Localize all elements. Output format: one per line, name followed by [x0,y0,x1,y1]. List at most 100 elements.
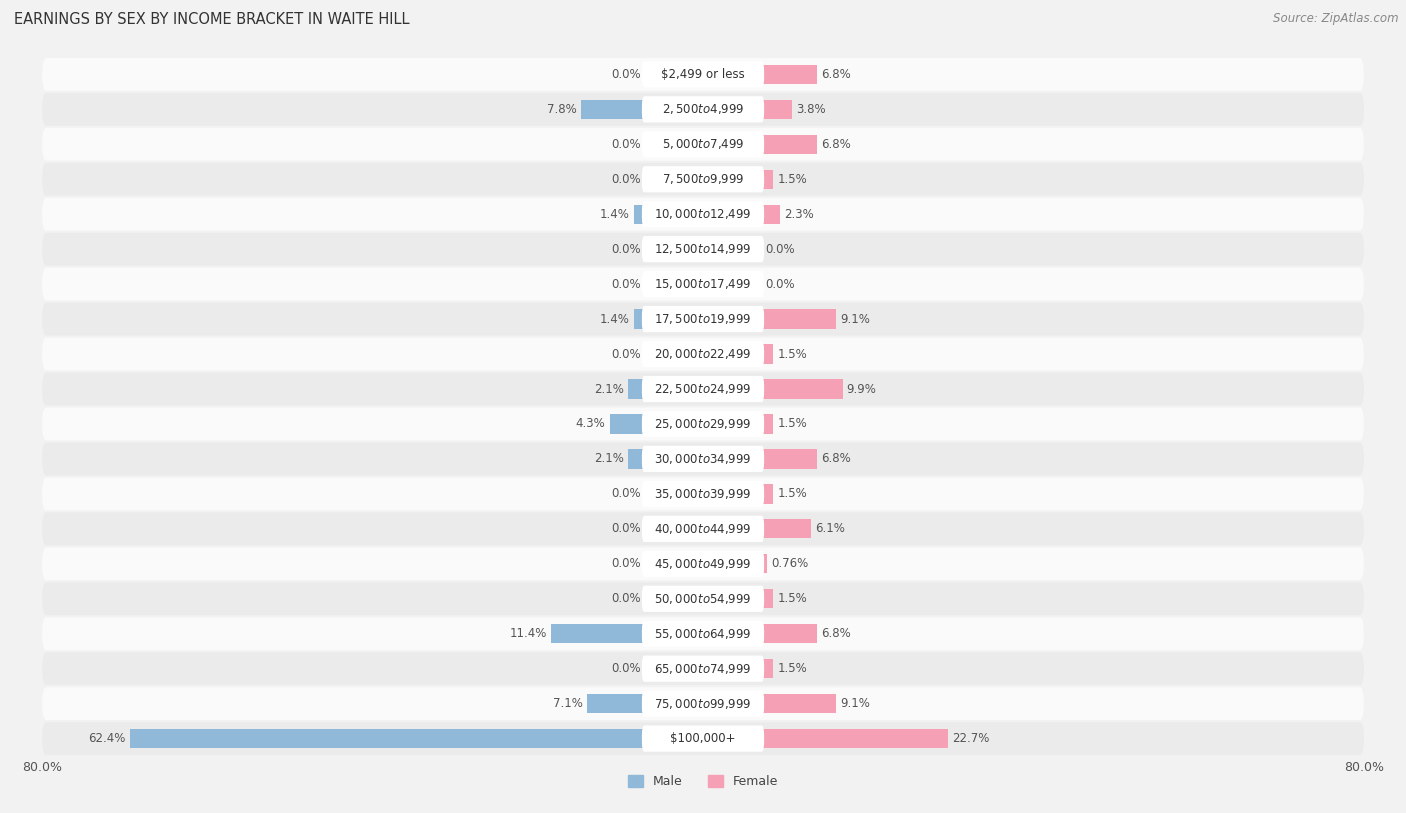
Text: 0.0%: 0.0% [612,558,641,570]
Text: $15,000 to $17,499: $15,000 to $17,499 [654,277,752,291]
FancyBboxPatch shape [42,582,1364,615]
Text: $50,000 to $54,999: $50,000 to $54,999 [654,592,752,606]
Bar [761,450,817,468]
Text: 1.5%: 1.5% [778,173,807,185]
Text: $40,000 to $44,999: $40,000 to $44,999 [654,522,752,536]
Bar [761,380,842,398]
FancyBboxPatch shape [42,302,1364,336]
Bar [761,659,773,678]
Text: $30,000 to $34,999: $30,000 to $34,999 [654,452,752,466]
Text: Source: ZipAtlas.com: Source: ZipAtlas.com [1274,12,1399,25]
Text: 1.5%: 1.5% [778,418,807,430]
Bar [551,624,645,643]
FancyBboxPatch shape [643,376,763,402]
FancyBboxPatch shape [42,547,1364,580]
FancyBboxPatch shape [643,655,763,682]
Text: 4.3%: 4.3% [576,418,606,430]
Text: 0.0%: 0.0% [765,278,794,290]
FancyBboxPatch shape [643,480,763,507]
Text: $20,000 to $22,499: $20,000 to $22,499 [654,347,752,361]
FancyBboxPatch shape [643,61,763,88]
Text: $22,500 to $24,999: $22,500 to $24,999 [654,382,752,396]
Bar [761,729,948,748]
Legend: Male, Female: Male, Female [628,776,778,789]
FancyBboxPatch shape [643,341,763,367]
Text: 7.8%: 7.8% [547,103,576,115]
Text: 6.8%: 6.8% [821,628,851,640]
FancyBboxPatch shape [643,271,763,298]
Text: 0.0%: 0.0% [612,663,641,675]
Bar [761,520,811,538]
Text: 7.1%: 7.1% [553,698,582,710]
Text: 9.9%: 9.9% [846,383,876,395]
FancyBboxPatch shape [643,446,763,472]
Text: 6.8%: 6.8% [821,138,851,150]
Bar [761,554,768,573]
Text: 2.3%: 2.3% [785,208,814,220]
FancyBboxPatch shape [42,93,1364,126]
Text: $12,500 to $14,999: $12,500 to $14,999 [654,242,752,256]
Text: $75,000 to $99,999: $75,000 to $99,999 [654,697,752,711]
Text: 0.0%: 0.0% [612,243,641,255]
Text: 6.1%: 6.1% [815,523,845,535]
Text: $55,000 to $64,999: $55,000 to $64,999 [654,627,752,641]
Text: 0.0%: 0.0% [612,68,641,80]
FancyBboxPatch shape [42,337,1364,371]
Text: 0.76%: 0.76% [772,558,808,570]
Text: 0.0%: 0.0% [612,138,641,150]
FancyBboxPatch shape [643,131,763,158]
Bar [761,345,773,363]
Bar [761,170,773,189]
Text: $5,000 to $7,499: $5,000 to $7,499 [662,137,744,151]
Text: $7,500 to $9,999: $7,500 to $9,999 [662,172,744,186]
Text: 1.5%: 1.5% [778,488,807,500]
Text: 1.4%: 1.4% [599,313,630,325]
Bar [761,65,817,84]
FancyBboxPatch shape [42,407,1364,441]
Bar [628,380,645,398]
Bar [761,310,837,328]
FancyBboxPatch shape [42,128,1364,161]
Bar [586,694,645,713]
Bar [761,100,792,119]
FancyBboxPatch shape [42,233,1364,266]
Text: $65,000 to $74,999: $65,000 to $74,999 [654,662,752,676]
Text: 0.0%: 0.0% [612,348,641,360]
FancyBboxPatch shape [42,652,1364,685]
Bar [761,624,817,643]
FancyBboxPatch shape [643,166,763,193]
Text: $10,000 to $12,499: $10,000 to $12,499 [654,207,752,221]
FancyBboxPatch shape [643,96,763,123]
Bar [761,135,817,154]
Bar [581,100,645,119]
Text: $25,000 to $29,999: $25,000 to $29,999 [654,417,752,431]
FancyBboxPatch shape [643,515,763,542]
Text: 3.8%: 3.8% [796,103,825,115]
Text: 1.5%: 1.5% [778,593,807,605]
Text: 0.0%: 0.0% [612,523,641,535]
Text: EARNINGS BY SEX BY INCOME BRACKET IN WAITE HILL: EARNINGS BY SEX BY INCOME BRACKET IN WAI… [14,12,409,27]
Text: $100,000+: $100,000+ [671,733,735,745]
Bar [761,205,780,224]
FancyBboxPatch shape [42,58,1364,91]
Text: 0.0%: 0.0% [612,173,641,185]
Text: 0.0%: 0.0% [612,593,641,605]
Bar [761,415,773,433]
FancyBboxPatch shape [42,722,1364,755]
Bar [634,310,645,328]
FancyBboxPatch shape [42,372,1364,406]
Text: 1.4%: 1.4% [599,208,630,220]
Text: 0.0%: 0.0% [765,243,794,255]
FancyBboxPatch shape [42,163,1364,196]
Bar [628,450,645,468]
Text: 62.4%: 62.4% [89,733,125,745]
Text: $45,000 to $49,999: $45,000 to $49,999 [654,557,752,571]
Text: 6.8%: 6.8% [821,68,851,80]
Text: $35,000 to $39,999: $35,000 to $39,999 [654,487,752,501]
FancyBboxPatch shape [42,512,1364,546]
Text: 1.5%: 1.5% [778,348,807,360]
FancyBboxPatch shape [42,617,1364,650]
Bar [634,205,645,224]
FancyBboxPatch shape [643,411,763,437]
FancyBboxPatch shape [643,201,763,228]
